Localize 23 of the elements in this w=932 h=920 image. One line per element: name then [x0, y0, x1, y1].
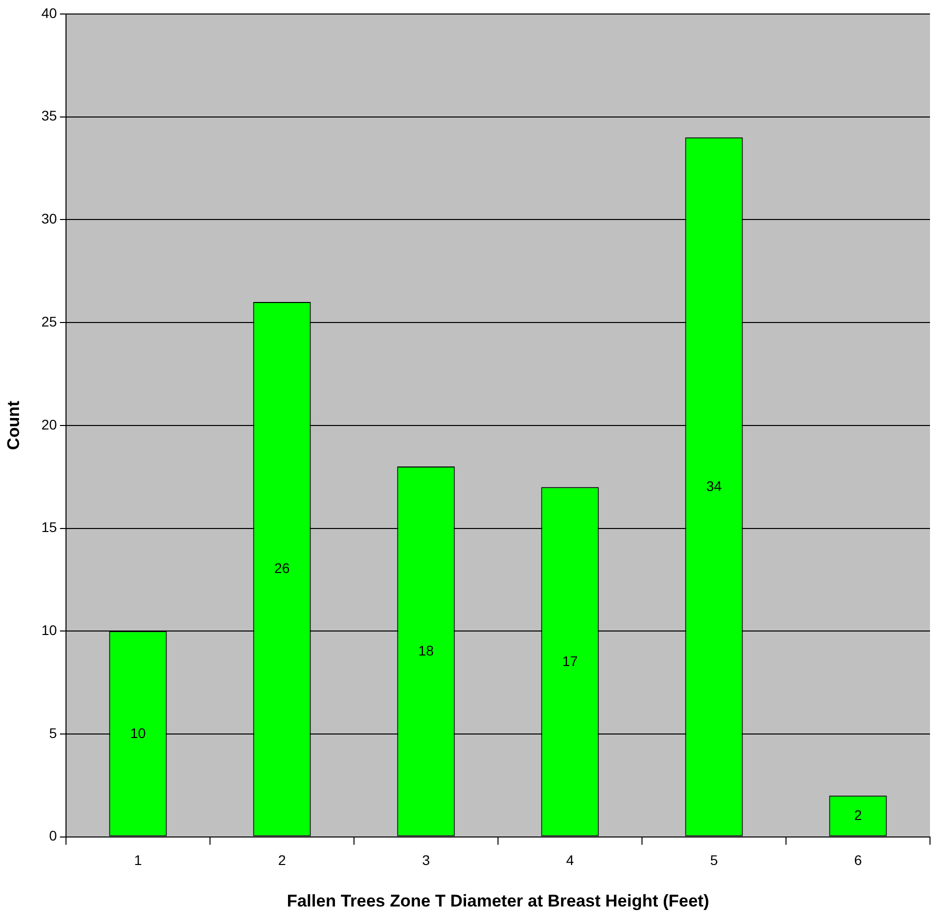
data-label: 18 [418, 642, 434, 659]
data-label: 26 [274, 560, 290, 576]
x-tick-label: 4 [566, 852, 574, 868]
y-axis-title: Count [4, 400, 23, 450]
x-tick-label: 6 [854, 852, 862, 868]
y-tick-label: 40 [41, 4, 58, 21]
x-tick-label: 3 [422, 852, 430, 868]
data-label: 10 [130, 724, 146, 741]
data-label: 17 [562, 652, 578, 669]
y-tick-label: 0 [49, 828, 58, 844]
x-tick-label: 1 [134, 852, 142, 868]
data-label: 2 [854, 807, 862, 824]
y-tick-label: 35 [41, 108, 58, 124]
y-tick-label: 15 [41, 519, 58, 536]
x-tick-label: 5 [710, 852, 718, 868]
y-tick-label: 10 [41, 622, 58, 638]
data-label: 34 [706, 478, 722, 494]
y-tick-label: 5 [49, 724, 58, 741]
x-axis-title: Fallen Trees Zone T Diameter at Breast Height (Feet) [286, 891, 710, 910]
y-tick-label: 25 [41, 313, 58, 330]
y-tick-label: 30 [41, 210, 58, 227]
x-tick-label: 2 [278, 852, 286, 868]
y-tick-label: 20 [41, 416, 58, 432]
